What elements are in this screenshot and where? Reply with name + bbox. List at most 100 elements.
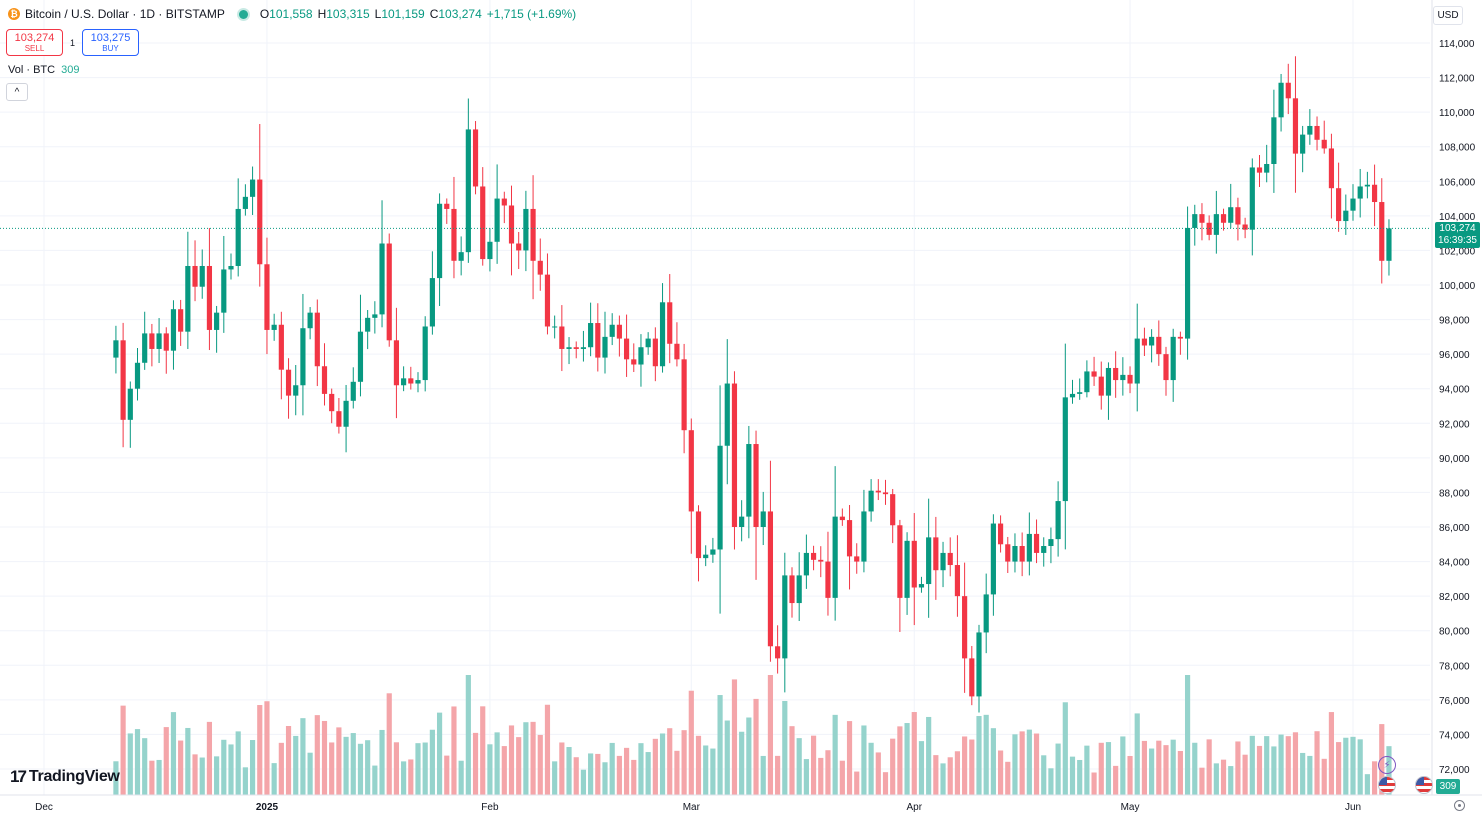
candle-body [969,658,975,697]
volume-bar [588,753,594,795]
volume-bar [1005,761,1011,795]
volume-bar [458,760,464,795]
candle-body [659,302,666,367]
candle-body [314,312,320,367]
price-tick-label: 78,000 [1439,661,1470,672]
candle-body [954,565,961,597]
volume-bar [199,757,205,795]
candle-body [178,309,184,332]
candle-body [436,203,443,279]
candle-body [767,511,774,647]
lightning-icon[interactable]: ⚡ [1378,756,1396,774]
volume-bar [775,755,781,795]
volume-bar [573,757,579,795]
volume-bar [1285,736,1291,795]
volume-bar [271,763,277,795]
candle-body [264,264,270,330]
symbol-legend[interactable]: ₿ Bitcoin / U.S. Dollar · 1D · BITSTAMP … [8,7,581,21]
currency-button[interactable]: USD [1433,6,1463,25]
symbol-title[interactable]: Bitcoin / U.S. Dollar · 1D · BITSTAMP [25,7,225,21]
volume-bar [1184,675,1191,795]
volume-bar [918,741,925,795]
collapse-icon[interactable]: ^ [6,83,28,101]
candle-body [1199,214,1205,223]
candle-body [1249,167,1255,230]
candle-body [1041,546,1047,553]
us-flag-icon[interactable] [1415,776,1433,794]
candle-body [321,366,328,394]
volume-value: 309 [61,64,80,76]
volume-bar [566,747,572,795]
candle-body [544,274,551,327]
volume-bar [357,743,364,795]
candle-body [839,516,845,521]
buy-button[interactable]: 103,275 BUY [82,29,139,56]
candle-body [890,494,896,526]
volume-bar [170,712,177,795]
volume-bar [113,761,119,795]
candle-body [1228,207,1234,223]
candle-body [652,338,658,367]
candle-body [782,575,788,659]
candle-body [134,362,141,389]
volume-bar [1026,729,1032,795]
volume-bar [1264,736,1270,795]
tradingview-logo[interactable]: 17 TradingView [10,767,120,787]
volume-bar [645,752,651,795]
candle-body [962,596,968,659]
time-tick-label: May [1121,802,1140,813]
volume-bar [667,728,673,795]
candle-body [537,260,543,275]
candle-body [372,314,378,318]
candle-body [357,331,364,382]
volume-bar [782,700,788,795]
candle-body [739,516,745,527]
bar-countdown: 16:39:35 [1438,235,1477,246]
volume-bar [544,704,551,795]
candle-body [523,208,529,251]
candle-body [1314,125,1320,140]
volume-bar [393,742,400,795]
candle-body [695,511,702,559]
candle-body [1134,338,1140,384]
sell-button[interactable]: 103,274 SELL [6,29,63,56]
candle-body [638,347,644,365]
buy-label: BUY [102,44,119,53]
candle-body [1033,533,1040,553]
price-axis[interactable]: 114,000 112,000 110,000 108,000 106,000 104,0… [1431,0,1482,815]
volume-bar [185,727,191,795]
candle-body [1170,336,1176,381]
volume-bar [523,722,529,795]
price-tick-label: 72,000 [1439,765,1470,776]
volume-bar [825,750,831,795]
time-axis[interactable]: Dec 2025 Feb Mar Apr May Jun [0,794,1482,813]
volume-bar [1300,752,1306,795]
candle-body [149,333,155,349]
volume-legend[interactable]: Vol · BTC 309 [8,64,79,76]
volume-bar [1177,750,1183,795]
volume-bar [257,705,263,795]
volume-bar [249,740,256,795]
price-candles [113,56,1392,713]
price-tick-label: 84,000 [1439,558,1470,569]
candle-body [501,198,507,206]
volume-bar [365,740,371,795]
candle-body [206,265,213,330]
candle-body [1098,376,1104,396]
us-flag-icon[interactable] [1378,776,1396,794]
volume-bar [1156,740,1162,795]
settings-icon[interactable] [1454,800,1465,811]
trade-panel: 103,274 SELL 1 103,275 BUY [6,29,139,56]
volume-bar [156,759,162,795]
price-tick-label: 110,000 [1439,108,1475,119]
candle-body [1077,392,1083,394]
last-price-tag: 103,274 16:39:35 [1435,222,1480,248]
volume-bar [1069,756,1076,795]
price-tick-label: 82,000 [1439,592,1470,603]
volume-bar [1105,742,1112,795]
volume-bar [372,765,378,795]
candle-body [1220,214,1227,223]
candle-body [393,340,400,386]
volume-bar [350,733,356,795]
